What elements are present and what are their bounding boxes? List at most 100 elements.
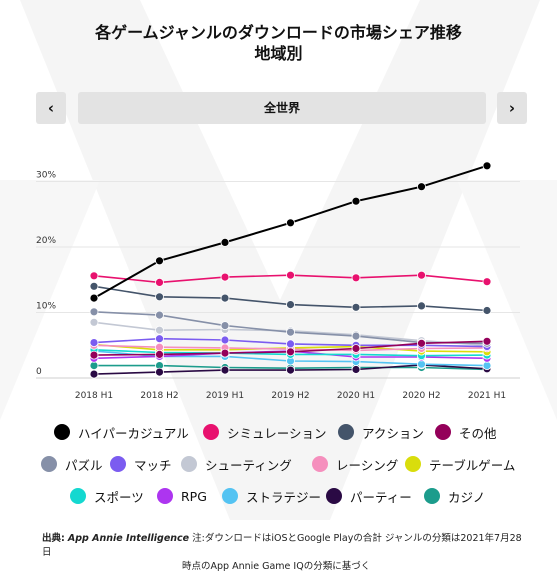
legend-item[interactable]: カジノ [424, 486, 485, 506]
data-point [155, 349, 164, 359]
data-point [89, 361, 99, 371]
data-point [155, 292, 164, 302]
data-point [351, 331, 361, 341]
x-tick-label: 2021 H1 [468, 391, 506, 401]
legend-swatch [326, 488, 342, 504]
legend-label: パズル [65, 457, 103, 473]
source-label: 出典: [42, 533, 65, 544]
legend-label: テーブルゲーム [429, 457, 516, 473]
legend-item[interactable]: マッチ [110, 454, 172, 474]
legend-item[interactable]: RPG [157, 486, 207, 506]
legend-swatch [312, 456, 328, 472]
legend-swatch [405, 456, 421, 472]
legend-label: カジノ [448, 489, 486, 505]
legend-item[interactable]: その他 [435, 422, 497, 442]
data-point [351, 344, 361, 353]
legend-label: アクション [362, 425, 424, 441]
region-selector[interactable]: 全世界 [78, 92, 486, 124]
data-point [220, 238, 230, 247]
legend-label: レーシング [336, 457, 399, 473]
legend-item[interactable]: レーシング [312, 454, 398, 474]
data-point [220, 348, 230, 358]
data-point [155, 256, 164, 266]
data-point [482, 361, 492, 371]
data-point [417, 359, 426, 369]
data-point [89, 369, 99, 379]
legend-swatch [203, 424, 219, 440]
legend-label: シミュレーション [227, 425, 327, 441]
data-point [89, 293, 99, 303]
data-point [89, 317, 99, 327]
legend-item[interactable]: ハイパーカジュアル [54, 422, 189, 442]
data-point [286, 270, 295, 280]
data-point [89, 281, 99, 291]
legend-item[interactable]: アクション [338, 422, 424, 442]
legend-item[interactable]: パーティー [326, 486, 412, 506]
legend-label: パーティー [350, 489, 412, 505]
x-tick-label: 2018 H2 [140, 391, 178, 401]
data-point [89, 350, 99, 360]
line-chart: 0 10% 20% 30% 2018 H1 2018 H2 2019 H1 2019 H2 20… [36, 161, 520, 401]
legend-label: ハイパーカジュアル [78, 425, 189, 441]
data-point [482, 336, 492, 346]
legend-swatch [54, 424, 70, 440]
data-point [417, 301, 426, 311]
legend-swatch [222, 488, 238, 504]
data-point [89, 338, 99, 348]
legend-label: ストラテジー [246, 489, 322, 505]
data-point [482, 161, 492, 171]
footnote-text-2: 時点のApp Annie Game IQの分類に基づく [182, 561, 371, 572]
legend-label: シューティング [205, 457, 292, 473]
data-point [89, 307, 99, 317]
data-point [351, 302, 361, 312]
legend-item[interactable]: シミュレーション [203, 422, 327, 442]
data-point [155, 334, 164, 344]
data-point [155, 277, 164, 287]
y-tick-label: 20% [36, 236, 56, 246]
data-point [286, 365, 295, 375]
prev-region-button[interactable]: ‹ [36, 92, 66, 124]
legend-swatch [70, 488, 86, 504]
data-point [286, 300, 295, 310]
data-point [220, 293, 230, 303]
data-point [286, 339, 295, 349]
legend-label: その他 [459, 425, 497, 441]
data-point [220, 272, 230, 282]
x-tick-label: 2019 H2 [271, 391, 309, 401]
legend-swatch [157, 488, 173, 504]
legend-swatch [181, 456, 197, 472]
legend-label: マッチ [134, 457, 172, 473]
data-point [351, 273, 361, 283]
chart-title: 各ゲームジャンルのダウンロードの市場シェア推移 地域別 [0, 22, 557, 64]
data-point [417, 270, 426, 280]
data-point [220, 335, 230, 345]
legend-item[interactable]: テーブルゲーム [405, 454, 515, 474]
data-point [155, 310, 164, 320]
legend-item[interactable]: パズル [41, 454, 103, 474]
data-point [155, 325, 164, 335]
data-point [220, 321, 230, 331]
data-point [417, 338, 426, 348]
legend-swatch [424, 488, 440, 504]
legend-swatch [338, 424, 354, 440]
footnote: 出典: App Annie Intelligence 注:ダウンロードはiOSと… [42, 532, 522, 574]
data-point [286, 347, 295, 357]
x-tick-label: 2020 H2 [402, 391, 440, 401]
data-point [482, 306, 492, 315]
x-tick-label: 2018 H1 [75, 391, 113, 401]
legend-swatch [41, 456, 57, 472]
legend-item[interactable]: シューティング [181, 454, 292, 474]
legend-item[interactable]: スポーツ [70, 486, 144, 506]
data-point [89, 271, 99, 281]
data-point [155, 367, 164, 377]
y-tick-label: 30% [36, 171, 56, 181]
next-region-button[interactable]: › [497, 92, 527, 124]
y-tick-label: 0 [36, 367, 42, 377]
legend-label: RPG [181, 488, 207, 504]
title-line-1: 各ゲームジャンルのダウンロードの市場シェア推移 [95, 23, 462, 42]
x-tick-label: 2019 H1 [206, 391, 244, 401]
legend-item[interactable]: ストラテジー [222, 486, 321, 506]
data-point [351, 365, 361, 374]
data-point [417, 182, 426, 192]
